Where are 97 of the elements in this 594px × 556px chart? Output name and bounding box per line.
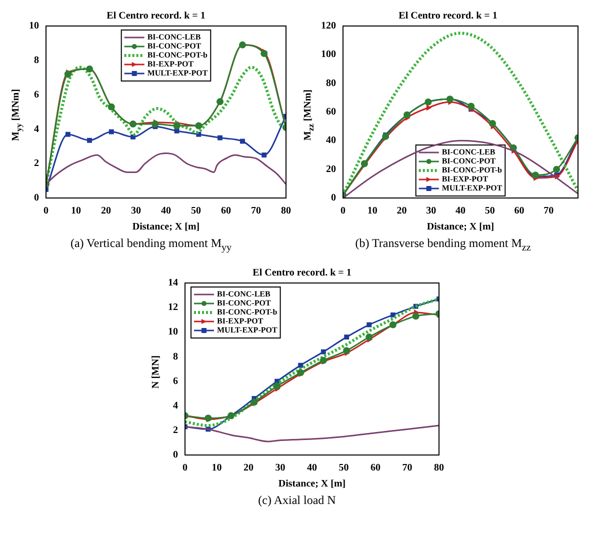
point [260, 50, 268, 58]
chart-title: El Centro record. k = 1 [398, 10, 498, 22]
x-tick-label: 80 [281, 206, 291, 217]
x-tick-label: 10 [71, 206, 81, 217]
x-tick-label: 80 [434, 462, 444, 474]
x-tick-label: 70 [251, 206, 261, 217]
x-tick-label: 60 [221, 206, 231, 217]
x-tick-label: 20 [396, 206, 407, 217]
y-tick-label: 8 [34, 54, 39, 66]
legend-label: BI-EXP-POT [442, 174, 489, 184]
x-tick-label: 50 [191, 206, 201, 217]
x-tick-label: 0 [340, 206, 346, 217]
x-tick-label: 40 [307, 462, 317, 474]
y-tick-label: 120 [321, 20, 336, 32]
legend-label: MULT-EXP-POT [147, 68, 208, 78]
point [468, 102, 475, 110]
x-tick-label: 60 [514, 206, 524, 217]
text: (c) Axial load N [258, 493, 336, 508]
legend-label: BI-CONC-POT [442, 156, 496, 166]
x-axis-title: Distance; X [m] [278, 478, 346, 490]
point [366, 322, 372, 328]
y-tick-label: 4 [173, 400, 178, 412]
x-tick-label: 40 [161, 206, 171, 217]
y-tick-label: 0 [331, 192, 336, 204]
y-tick-label: 0 [34, 192, 39, 204]
legend-label: BI-CONC-POT-b [442, 166, 503, 175]
chart-title: El Centro record. k = 1 [106, 10, 206, 22]
legend-label: BI-CONC-POT [147, 42, 202, 51]
x-axis-title: Distance; X [m] [132, 222, 200, 233]
point [298, 363, 304, 368]
legend-label: BI-CONC-POT-b [217, 308, 278, 317]
x-tick-label: 20 [244, 462, 254, 474]
x-axis-title: Distance; X [m] [426, 222, 494, 233]
legend-label: BI-CONC-LEB [217, 290, 272, 299]
legend-label: BI-CONC-POT [217, 298, 272, 308]
y-tick-label: 2 [173, 425, 178, 436]
x-tick-label: 30 [131, 206, 141, 217]
x-tick-label: 10 [367, 206, 378, 217]
line-series [343, 140, 578, 198]
x-tick-label: 0 [44, 206, 48, 217]
x-tick-label: 70 [544, 206, 554, 217]
point [532, 172, 539, 179]
point [366, 334, 373, 341]
text: (b) Transverse bending moment M$_{zz}$ [355, 236, 531, 254]
y-tick-label: 10 [29, 20, 39, 32]
point [152, 120, 159, 128]
y-tick-label: 20 [326, 164, 336, 175]
x-tick-label: 0 [182, 462, 188, 474]
y-tick-label: 6 [34, 89, 39, 100]
point [240, 138, 245, 144]
point [274, 383, 281, 390]
point [343, 347, 350, 354]
y-tick-label: 4 [34, 124, 39, 135]
legend-label: BI-CONC-LEB [442, 148, 496, 157]
text: (a) Vertical bending moment M$_{yy}$ [70, 236, 232, 254]
y-tick-label: 12 [168, 302, 178, 314]
y-tick-label: 8 [173, 352, 178, 363]
y-tick-label: 2 [34, 158, 39, 170]
legend-label: MULT-EXP-POT [217, 326, 278, 335]
legend-label: BI-EXP-POT [147, 60, 194, 69]
point [218, 135, 222, 140]
legend-label: BI-CONC-LEB [147, 32, 202, 42]
point [553, 166, 560, 173]
point [344, 334, 350, 340]
point [173, 122, 180, 130]
x-tick-label: 30 [426, 206, 436, 217]
y-tick-label: 14 [168, 278, 178, 289]
y-tick-label: 60 [326, 106, 336, 118]
legend-label: BI-CONC-POT-b [147, 50, 208, 60]
point [262, 152, 267, 158]
x-tick-label: 10 [212, 462, 222, 474]
point [87, 138, 92, 143]
x-tick-label: 30 [275, 462, 286, 474]
y-tick-label: 80 [326, 78, 336, 89]
point [64, 70, 72, 78]
x-tick-label: 20 [101, 206, 111, 217]
x-tick-label: 50 [484, 206, 495, 217]
line-series [185, 425, 439, 443]
y-tick-label: 100 [321, 49, 336, 60]
legend-label: MULT-EXP-POT [442, 184, 503, 193]
x-tick-label: 60 [370, 462, 380, 474]
point [320, 350, 326, 355]
y-tick-label: 0 [173, 450, 178, 461]
y-tick-label: 6 [173, 376, 178, 388]
x-tick-label: 50 [338, 462, 349, 474]
point [412, 313, 420, 320]
point [65, 132, 70, 137]
y-tick-label: 10 [168, 327, 178, 338]
point [426, 104, 432, 111]
point [108, 129, 114, 134]
point [174, 128, 180, 134]
y-axis-title: N [MN] [150, 356, 162, 389]
y-tick-label: 40 [326, 135, 336, 146]
chart-title: El Centro record. k = 1 [252, 268, 352, 279]
x-tick-label: 70 [402, 462, 412, 474]
legend-label: BI-EXP-POT [217, 316, 264, 326]
x-tick-label: 40 [456, 206, 466, 217]
